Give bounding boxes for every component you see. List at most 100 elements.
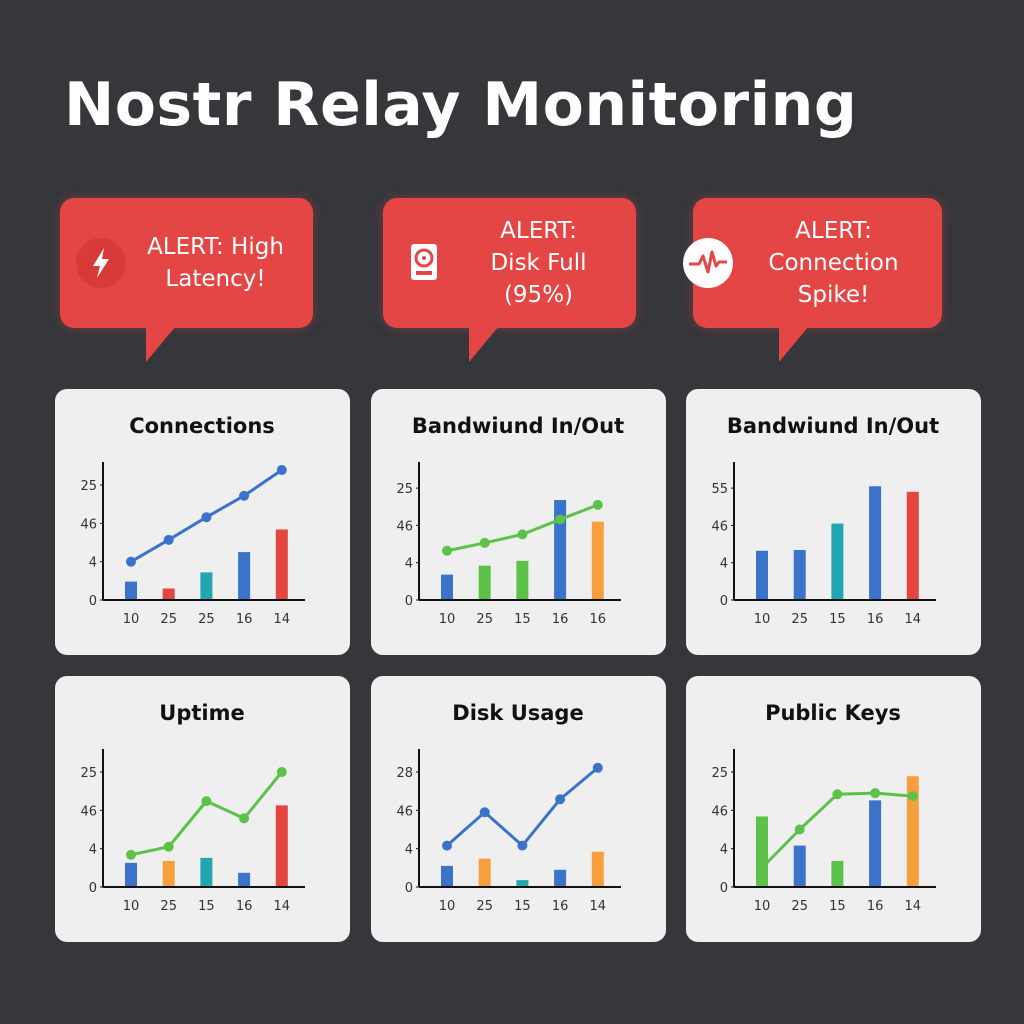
bar [591, 521, 604, 600]
x-tick-label: 14 [905, 899, 922, 914]
bar [756, 550, 768, 600]
chart: Connections 0 4 46 25 10 25 25 16 14 [80, 414, 305, 627]
y-tick-label: 4 [720, 557, 728, 572]
bar [125, 581, 137, 600]
alert-line: ALERT: High [147, 234, 284, 260]
x-tick-label: 10 [754, 899, 771, 914]
alert-line: Spike! [797, 282, 870, 308]
line-point [794, 824, 805, 835]
bar [516, 880, 529, 887]
bar [162, 860, 175, 887]
y-tick-label: 0 [405, 881, 413, 896]
chart-title: Uptime [159, 701, 244, 725]
bar [869, 800, 882, 887]
x-tick-label: 10 [439, 612, 456, 627]
x-tick-label: 14 [274, 899, 291, 914]
x-tick-label: 16 [867, 612, 884, 627]
line [760, 791, 913, 869]
x-tick-label: 10 [439, 899, 456, 914]
bar [200, 572, 213, 600]
x-tick-label: 15 [829, 612, 846, 627]
x-tick-label: 25 [160, 899, 177, 914]
y-tick-label: 0 [89, 594, 97, 609]
bar [756, 816, 768, 887]
bar [478, 858, 491, 887]
x-tick-label: 16 [590, 612, 607, 627]
y-tick-label: 25 [396, 482, 413, 497]
bar [478, 565, 491, 600]
line-point [592, 499, 603, 510]
bar [869, 486, 882, 600]
line-point [442, 840, 452, 851]
alert-line: ALERT: [795, 218, 872, 244]
alert-text: ALERT: Connection Spike! [735, 215, 942, 311]
chart-panel: Bandwiund In/Out 0 4 46 55 10 25 15 16 14 [686, 389, 981, 655]
line-point [555, 794, 566, 805]
y-tick-label: 4 [405, 843, 413, 858]
line-point [517, 529, 528, 540]
x-tick-label: 15 [514, 612, 531, 627]
line-point [479, 807, 490, 818]
bar [793, 845, 806, 887]
line-point [870, 788, 881, 799]
chart-title: Connections [129, 414, 275, 438]
chart: Public Keys 0 4 46 25 10 25 15 16 14 [711, 701, 936, 914]
bar [238, 552, 251, 600]
x-tick-label: 25 [198, 612, 215, 627]
y-tick-label: 4 [89, 556, 97, 571]
y-tick-label: 46 [396, 519, 413, 534]
x-tick-label: 14 [274, 612, 291, 627]
alert-text: ALERT: Disk Full (95%) [451, 215, 636, 311]
x-tick-label: 14 [905, 612, 922, 627]
line-point [163, 534, 174, 545]
line-point [479, 537, 490, 548]
y-tick-label: 4 [89, 843, 97, 858]
x-tick-label: 10 [123, 612, 140, 627]
x-tick-label: 10 [754, 612, 771, 627]
line-point [555, 514, 566, 525]
alert-line: ALERT: [500, 218, 577, 244]
line [446, 503, 599, 553]
chart: Bandwiund In/Out 0 4 46 55 10 25 15 16 14 [711, 414, 939, 627]
y-tick-label: 25 [80, 479, 97, 494]
line-point [126, 556, 136, 567]
line-point [239, 490, 250, 501]
y-tick-label: 0 [89, 881, 97, 896]
x-tick-label: 16 [236, 899, 253, 914]
y-tick-label: 0 [720, 594, 728, 609]
chart: Bandwiund In/Out 0 4 46 25 10 25 15 16 16 [396, 414, 624, 627]
y-tick-label: 25 [711, 766, 728, 781]
line-point [832, 789, 843, 800]
bar [238, 872, 251, 887]
bar [554, 869, 567, 887]
y-tick-label: 4 [720, 843, 728, 858]
alert-line: Connection [768, 250, 899, 276]
alert-line: Disk Full [490, 250, 587, 276]
chart: Uptime 0 4 46 25 10 25 15 16 14 [80, 701, 305, 914]
x-tick-label: 25 [476, 899, 493, 914]
line-point [201, 796, 212, 807]
line-point [276, 465, 287, 476]
chart-panel: Disk Usage 0 4 46 28 10 25 15 16 14 [371, 676, 666, 942]
line-point [239, 813, 250, 824]
chart-title: Disk Usage [452, 701, 583, 725]
bar [125, 862, 137, 887]
y-tick-label: 46 [80, 804, 97, 819]
y-tick-label: 0 [405, 594, 413, 609]
y-tick-label: 25 [80, 766, 97, 781]
line-point [517, 840, 528, 851]
line-point [757, 862, 767, 873]
bar [554, 500, 567, 600]
x-tick-label: 10 [123, 899, 140, 914]
y-tick-label: 55 [711, 482, 728, 497]
bar [831, 523, 844, 600]
alert: ALERT: High Latency! [60, 198, 313, 362]
bar [906, 776, 919, 887]
chart: Disk Usage 0 4 46 28 10 25 15 16 14 [396, 701, 621, 914]
line-point [201, 512, 212, 523]
x-tick-label: 16 [552, 899, 569, 914]
y-tick-label: 28 [396, 766, 413, 781]
alert-line: (95%) [503, 282, 574, 308]
bar [516, 560, 529, 600]
